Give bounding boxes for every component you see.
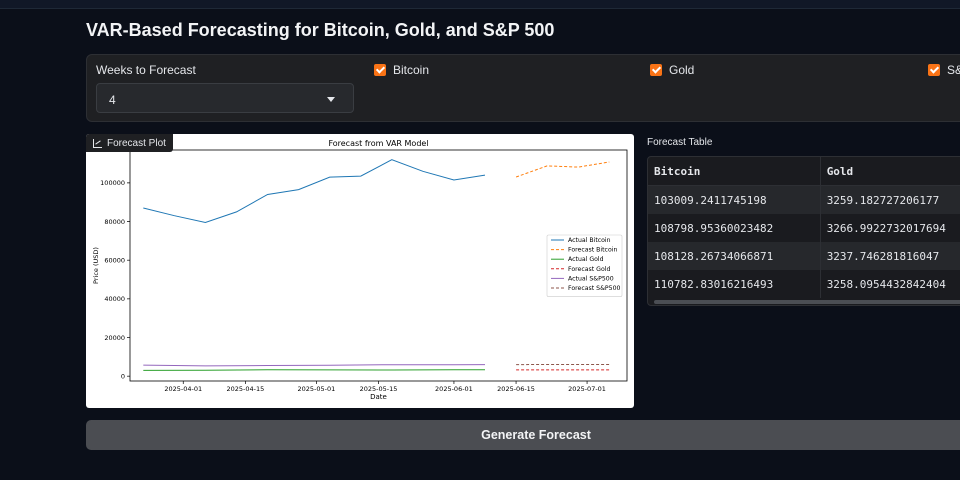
table-cell: 3259.182727206177 bbox=[820, 185, 960, 214]
table-cell: 103009.2411745198 bbox=[648, 185, 821, 214]
forecast-plot-tab-label: Forecast Plot bbox=[107, 137, 166, 149]
checkbox-label: Bitcoin bbox=[393, 63, 430, 77]
y-axis-label: Price (USD) bbox=[92, 247, 100, 284]
forecast-plot-tab: Forecast Plot bbox=[86, 134, 173, 152]
table-row: 103009.2411745198 3259.182727206177 bbox=[648, 185, 960, 214]
checkbox-checked-icon[interactable] bbox=[650, 64, 662, 76]
table-row: 110782.83016216493 3258.0954432842404 bbox=[648, 270, 960, 298]
legend-entry: Actual Bitcoin bbox=[568, 237, 611, 244]
table-cell: 3258.0954432842404 bbox=[820, 270, 960, 298]
y-tick-label: 80000 bbox=[104, 218, 125, 226]
forecast-chart: Forecast from VAR Model Date Price (USD) 20… bbox=[92, 139, 628, 401]
generate-forecast-button[interactable]: Generate Forecast bbox=[86, 420, 960, 450]
x-tick-label: 2025-07-01 bbox=[568, 385, 606, 393]
chart-icon bbox=[93, 138, 102, 148]
chart-title: Forecast from VAR Model bbox=[328, 139, 428, 148]
legend-entry: Forecast Gold bbox=[568, 266, 610, 273]
forecast-plot-panel: Forecast Plot Forecast from VAR Model Dat… bbox=[86, 134, 634, 408]
y-tick-label: 0 bbox=[121, 372, 125, 380]
series-line-forecast-bitcoin bbox=[515, 161, 610, 178]
table-cell: 3266.9922732017694 bbox=[820, 214, 960, 242]
series-line-actual-bitcoin bbox=[143, 159, 486, 224]
table-row: 108798.95360023482 3266.9922732017694 bbox=[648, 214, 960, 242]
legend-box bbox=[546, 234, 623, 297]
x-tick-label: 2025-05-15 bbox=[360, 385, 398, 393]
controls-panel: Weeks to Forecast 4 Bitcoin Gold S&P500 bbox=[86, 54, 960, 122]
table-cell: 110782.83016216493 bbox=[648, 270, 821, 298]
plot-area bbox=[129, 149, 628, 382]
x-tick-label: 2025-06-15 bbox=[497, 385, 535, 393]
x-tick-label: 2025-05-01 bbox=[297, 385, 335, 393]
page-title: VAR-Based Forecasting for Bitcoin, Gold,… bbox=[86, 20, 555, 40]
y-tick-label: 20000 bbox=[104, 334, 125, 342]
column-header-bitcoin[interactable]: Bitcoin bbox=[648, 157, 821, 186]
weeks-to-forecast-dropdown[interactable]: 4 bbox=[96, 83, 354, 113]
checkbox-label: S&P500 bbox=[947, 63, 960, 77]
checkbox-bitcoin[interactable]: Bitcoin bbox=[374, 63, 429, 77]
legend-entry: Actual Gold bbox=[568, 256, 604, 263]
x-tick-label: 2025-04-01 bbox=[164, 385, 202, 393]
weeks-selected-value: 4 bbox=[109, 93, 116, 107]
weeks-to-forecast-label: Weeks to Forecast bbox=[96, 63, 196, 77]
y-tick-label: 40000 bbox=[104, 295, 125, 303]
top-bar bbox=[0, 0, 960, 9]
checkbox-gold[interactable]: Gold bbox=[650, 63, 694, 77]
y-tick-label: 60000 bbox=[104, 256, 125, 264]
series-line-actual-gold bbox=[143, 369, 486, 371]
horizontal-scrollbar[interactable] bbox=[654, 300, 960, 304]
checkbox-sp500[interactable]: S&P500 bbox=[928, 63, 960, 77]
table-cell: 108798.95360023482 bbox=[648, 214, 821, 242]
forecast-table: Bitcoin Gold 103009.2411745198 3259.1827… bbox=[647, 156, 960, 306]
column-header-gold[interactable]: Gold bbox=[820, 157, 960, 186]
table-header-row: Bitcoin Gold bbox=[648, 157, 960, 186]
y-tick-label: 100000 bbox=[100, 179, 125, 187]
checkbox-checked-icon[interactable] bbox=[374, 64, 386, 76]
table-row: 108128.26734066871 3237.746281816047 bbox=[648, 242, 960, 270]
table-cell: 108128.26734066871 bbox=[648, 242, 821, 270]
checkbox-checked-icon[interactable] bbox=[928, 64, 940, 76]
chevron-down-icon[interactable] bbox=[327, 97, 335, 102]
x-tick-label: 2025-04-15 bbox=[226, 385, 264, 393]
x-axis-label: Date bbox=[370, 393, 387, 401]
x-tick-label: 2025-06-01 bbox=[435, 385, 473, 393]
checkbox-label: Gold bbox=[669, 63, 695, 77]
legend-entry: Forecast S&P500 bbox=[568, 285, 621, 292]
legend-entry: Actual S&P500 bbox=[568, 275, 614, 282]
forecast-table-title: Forecast Table bbox=[647, 137, 713, 148]
table-cell: 3237.746281816047 bbox=[820, 242, 960, 270]
legend-entry: Forecast Bitcoin bbox=[568, 247, 617, 254]
series-line-actual-s-p500 bbox=[143, 364, 486, 367]
